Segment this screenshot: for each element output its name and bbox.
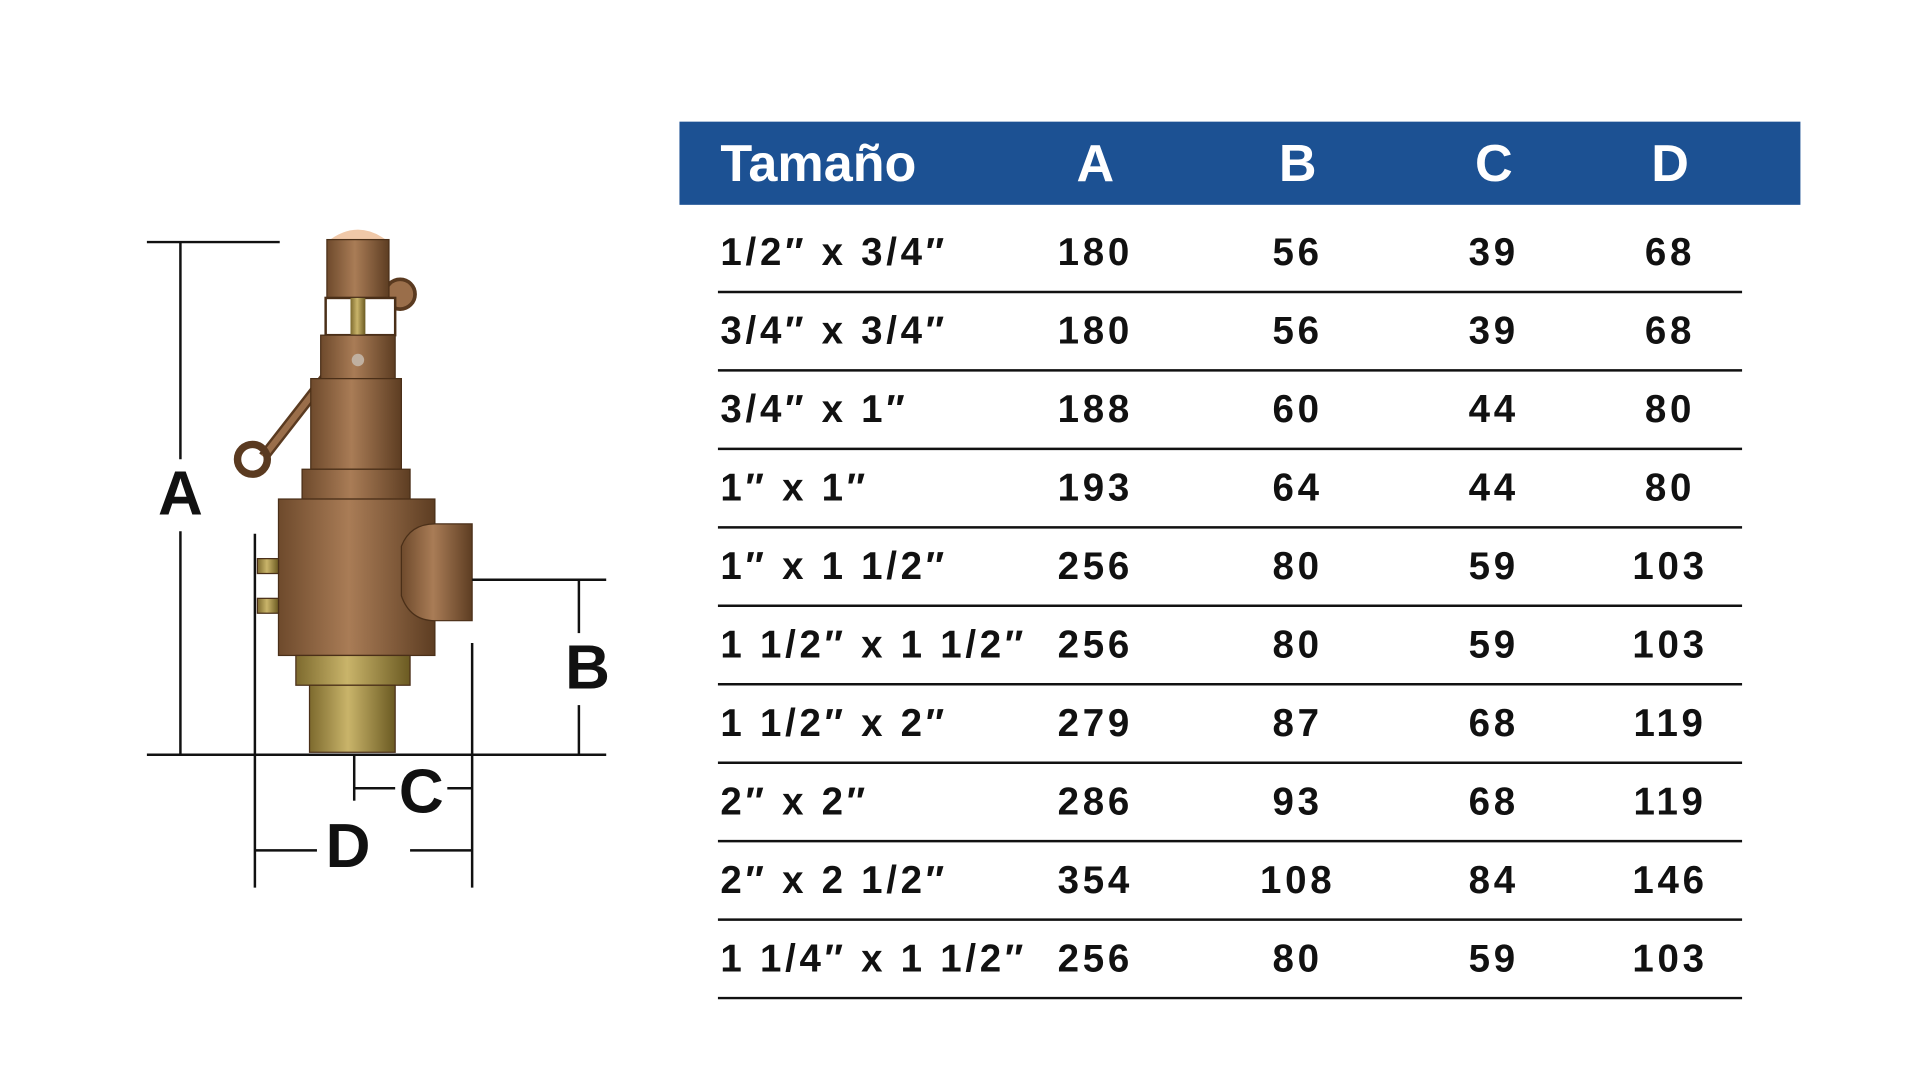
valve-diagram: A B C D — [146, 229, 610, 888]
dimension-table: Tamaño A B C D 1/2″ x 3/4″ 180 56 39 68 3/4″ x 3/4… — [679, 121, 1801, 1000]
value-cell: 108 — [1260, 859, 1335, 902]
value-cell: 44 — [1469, 388, 1519, 431]
header-cell: B — [1279, 135, 1317, 193]
value-cell: 93 — [1273, 780, 1323, 823]
value-cell: 80 — [1273, 937, 1323, 980]
value-cell: 59 — [1469, 624, 1519, 667]
value-cell: 87 — [1273, 702, 1323, 745]
value-cell: 59 — [1469, 545, 1519, 588]
value-cell: 68 — [1469, 780, 1519, 823]
header-cell: Tamaño — [720, 135, 916, 193]
header-cell: D — [1651, 135, 1689, 193]
dimension-label: A — [158, 460, 203, 529]
dimension-label: D — [326, 812, 371, 881]
value-cell: 103 — [1632, 545, 1707, 588]
value-cell: 188 — [1058, 388, 1133, 431]
value-cell: 180 — [1058, 310, 1133, 353]
value-cell: 256 — [1058, 937, 1133, 980]
size-cell: 3/4″ x 1″ — [720, 388, 908, 431]
value-cell: 59 — [1469, 937, 1519, 980]
value-cell: 39 — [1469, 310, 1519, 353]
size-cell: 1/2″ x 3/4″ — [720, 231, 948, 274]
size-cell: 2″ x 2 1/2″ — [720, 859, 948, 902]
value-cell: 44 — [1469, 467, 1519, 510]
value-cell: 103 — [1632, 937, 1707, 980]
header-cell: C — [1475, 135, 1513, 193]
value-cell: 286 — [1058, 780, 1133, 823]
value-cell: 68 — [1645, 310, 1695, 353]
value-cell: 68 — [1645, 231, 1695, 274]
value-cell: 64 — [1273, 467, 1323, 510]
value-cell: 56 — [1273, 231, 1323, 274]
value-cell: 80 — [1645, 388, 1695, 431]
value-cell: 80 — [1273, 624, 1323, 667]
value-cell: 84 — [1469, 859, 1519, 902]
value-cell: 146 — [1632, 859, 1707, 902]
value-cell: 56 — [1273, 310, 1323, 353]
size-cell: 3/4″ x 3/4″ — [720, 310, 948, 353]
size-cell: 1 1/2″ x 1 1/2″ — [720, 624, 1027, 667]
value-cell: 119 — [1633, 702, 1706, 745]
header-cell: A — [1076, 135, 1114, 193]
value-cell: 180 — [1058, 231, 1133, 274]
dimension-label: C — [399, 758, 444, 827]
value-cell: 103 — [1632, 624, 1707, 667]
value-cell: 193 — [1058, 467, 1133, 510]
size-cell: 1 1/2″ x 2″ — [720, 702, 948, 745]
size-cell: 1 1/4″ x 1 1/2″ — [720, 937, 1027, 980]
size-cell: 1″ x 1 1/2″ — [720, 545, 948, 588]
value-cell: 279 — [1058, 702, 1133, 745]
value-cell: 60 — [1273, 388, 1323, 431]
value-cell: 119 — [1633, 780, 1706, 823]
value-cell: 256 — [1058, 545, 1133, 588]
value-cell: 256 — [1058, 624, 1133, 667]
value-cell: 68 — [1469, 702, 1519, 745]
dimension-label: B — [565, 633, 610, 702]
value-cell: 80 — [1645, 467, 1695, 510]
value-cell: 39 — [1469, 231, 1519, 274]
size-cell: 2″ x 2″ — [720, 780, 868, 823]
size-cell: 1″ x 1″ — [720, 467, 868, 510]
value-cell: 80 — [1273, 545, 1323, 588]
value-cell: 354 — [1058, 859, 1133, 902]
table-header-bg — [679, 121, 1801, 205]
